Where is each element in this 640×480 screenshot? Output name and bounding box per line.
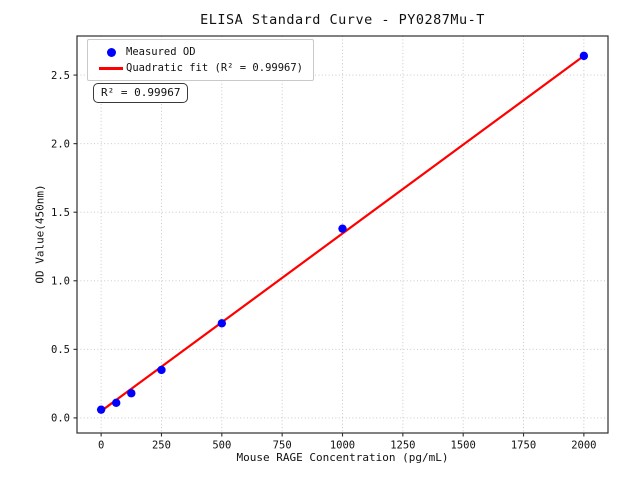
scatter-dot-icon xyxy=(106,47,116,57)
x-tick-label: 250 xyxy=(152,440,171,452)
chart-title: ELISA Standard Curve - PY0287Mu-T xyxy=(200,12,485,28)
legend-marker-cell xyxy=(96,66,126,70)
data-point xyxy=(157,365,166,375)
data-point xyxy=(127,389,136,398)
data-point xyxy=(112,398,121,408)
x-tick-label: 500 xyxy=(212,440,231,452)
data-point xyxy=(338,224,347,233)
legend-item-quadratic-fit: Quadratic fit (R² = 0.99967) xyxy=(96,60,303,76)
legend-label: Quadratic fit (R² = 0.99967) xyxy=(126,62,304,74)
y-tick-label: 2.5 xyxy=(51,70,70,82)
plot-border xyxy=(76,35,609,434)
y-tick-label: 1.5 xyxy=(51,207,70,219)
r-squared-annotation: R² = 0.99967 xyxy=(93,83,189,103)
fit-line-icon xyxy=(99,66,123,70)
data-point xyxy=(96,405,106,414)
y-tick-label: 0.5 xyxy=(51,344,70,356)
data-point xyxy=(217,319,227,328)
data-point xyxy=(579,51,589,61)
x-tick-label: 1500 xyxy=(451,440,476,452)
x-axis-label: Mouse RAGE Concentration (pg/mL) xyxy=(236,451,449,464)
x-tick-label: 0 xyxy=(98,440,104,452)
x-tick-label: 1000 xyxy=(330,440,355,452)
x-tick-label: 2000 xyxy=(571,440,596,452)
y-tick-label: 1.0 xyxy=(51,276,70,288)
y-axis-label: OD Value(450nm) xyxy=(33,184,47,284)
x-tick-label: 750 xyxy=(273,440,292,452)
y-tick-label: 0.0 xyxy=(51,413,70,425)
x-tick-label: 1750 xyxy=(511,440,536,452)
y-tick-label: 2.0 xyxy=(51,138,70,150)
legend: Measured OD Quadratic fit (R² = 0.99967) xyxy=(87,39,315,81)
legend-label: Measured OD xyxy=(126,46,196,58)
legend-item-measured-od: Measured OD xyxy=(96,44,303,60)
quadratic-fit-line xyxy=(100,54,585,413)
legend-marker-cell xyxy=(96,47,126,57)
x-tick-label: 1250 xyxy=(390,440,415,452)
